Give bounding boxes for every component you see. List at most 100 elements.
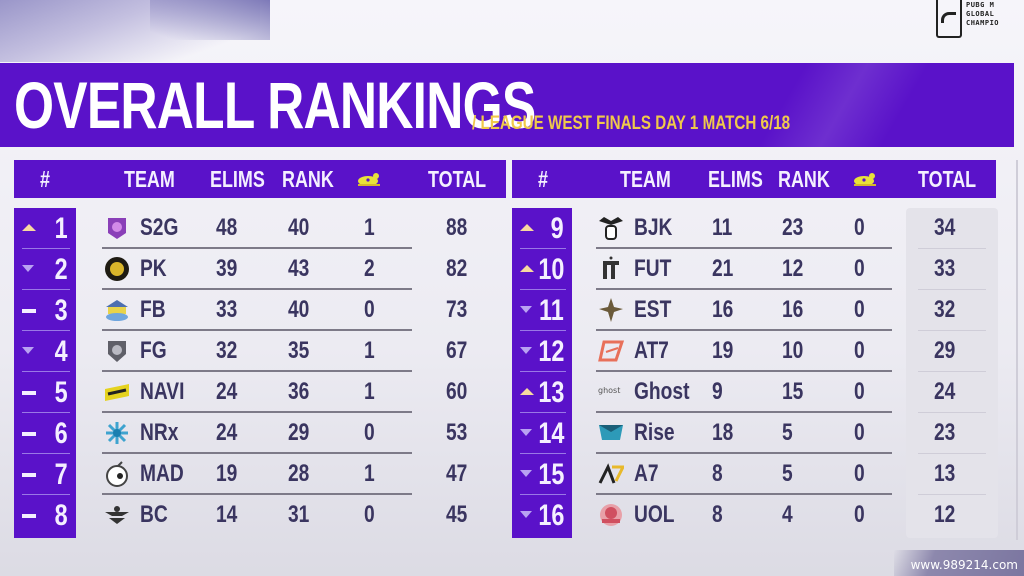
rank-up-icon <box>22 224 36 231</box>
header-team: TEAM <box>620 166 671 192</box>
wins-value: 0 <box>854 501 865 528</box>
header-rank: # <box>40 166 50 192</box>
rank-cell: 7 <box>14 454 76 495</box>
team-name: BC <box>140 501 168 528</box>
team-name: FUT <box>634 255 672 282</box>
rank-cell: 13 <box>512 372 572 413</box>
rank-number: 2 <box>54 252 68 286</box>
rank-number: 1 <box>54 211 68 245</box>
team-logo-navi-icon <box>105 384 129 401</box>
team-name: PK <box>140 255 167 282</box>
rank-same-icon <box>22 309 36 313</box>
elims-value: 24 <box>216 419 238 446</box>
team-logo-fb-icon <box>106 300 128 321</box>
team-logo-fut-icon <box>603 256 619 279</box>
rank-down-icon <box>520 470 532 477</box>
rank-number: 8 <box>54 498 68 532</box>
team-logo-pk-icon <box>105 257 129 281</box>
rank-cell: 10 <box>512 249 572 290</box>
elims-value: 39 <box>216 255 238 282</box>
rank-cell: 4 <box>14 331 76 372</box>
rank-cell: 16 <box>512 495 572 536</box>
wins-value: 0 <box>854 419 865 446</box>
total-value: 60 <box>446 378 468 405</box>
elims-value: 8 <box>712 501 723 528</box>
rank-same-icon <box>22 514 36 518</box>
team-name: AT7 <box>634 337 669 364</box>
rank-number: 6 <box>54 416 68 450</box>
total-value: 53 <box>446 419 468 446</box>
place-value: 40 <box>288 214 310 241</box>
header-elims: ELIMS <box>210 166 265 192</box>
logo-line-1: PUBG M <box>966 1 995 9</box>
total-value: 12 <box>934 501 956 528</box>
rank-number: 16 <box>537 498 564 532</box>
team-name: FG <box>140 337 167 364</box>
standings-table-right: # TEAM ELIMS RANK TOTAL 9 10 11 12 13 14… <box>512 160 1018 540</box>
rank-up-icon <box>520 265 534 272</box>
place-value: 15 <box>782 378 804 405</box>
rank-cell: 11 <box>512 290 572 331</box>
team-name: NRx <box>140 419 179 446</box>
rank-number: 13 <box>537 375 564 409</box>
elims-value: 16 <box>712 296 734 323</box>
pmgc-logo-icon <box>936 0 962 38</box>
team-name: A7 <box>634 460 659 487</box>
team-logo-bc-icon <box>105 506 129 524</box>
wins-value: 1 <box>364 337 375 364</box>
rank-cell: 6 <box>14 413 76 454</box>
wins-value: 1 <box>364 460 375 487</box>
title-banner: OVERALL RANKINGS / LEAGUE WEST FINALS DA… <box>0 63 1014 147</box>
total-value: 29 <box>934 337 956 364</box>
header-total: TOTAL <box>428 166 487 192</box>
team-logo-bjk-icon <box>599 217 623 240</box>
place-value: 35 <box>288 337 310 364</box>
elims-value: 48 <box>216 214 238 241</box>
place-value: 23 <box>782 214 804 241</box>
wins-value: 0 <box>854 214 865 241</box>
elims-value: 21 <box>712 255 734 282</box>
elims-value: 24 <box>216 378 238 405</box>
chicken-dinner-icon <box>854 173 876 186</box>
team-name: Ghost <box>634 378 690 405</box>
table-header: # TEAM ELIMS RANK TOTAL <box>512 160 996 198</box>
place-value: 36 <box>288 378 310 405</box>
place-value: 12 <box>782 255 804 282</box>
header-rank: # <box>538 166 548 192</box>
team-logo-uol-icon <box>600 504 622 526</box>
team-name: BJK <box>634 214 673 241</box>
rank-number: 14 <box>537 416 564 450</box>
page-title: OVERALL RANKINGS <box>14 68 536 142</box>
rank-column: 1 2 3 4 5 6 7 8 <box>14 208 76 538</box>
place-value: 31 <box>288 501 310 528</box>
team-logo-s2g-icon <box>108 218 126 239</box>
team-name: S2G <box>140 214 179 241</box>
elims-value: 9 <box>712 378 723 405</box>
total-column-bg <box>906 208 998 538</box>
rank-up-icon <box>520 388 534 395</box>
rank-same-icon <box>22 432 36 436</box>
rank-cell: 15 <box>512 454 572 495</box>
elims-value: 18 <box>712 419 734 446</box>
rank-down-icon <box>520 429 532 436</box>
rank-number: 5 <box>54 375 68 409</box>
place-value: 5 <box>782 460 793 487</box>
team-logo-ghost-icon: ghost <box>598 386 620 395</box>
svg-text:ghost: ghost <box>598 386 620 395</box>
team-logo-nrx-icon <box>106 422 128 444</box>
total-value: 34 <box>934 214 956 241</box>
team-logo-at7-icon <box>598 340 624 362</box>
place-value: 43 <box>288 255 310 282</box>
rank-up-icon <box>520 224 534 231</box>
elims-value: 14 <box>216 501 238 528</box>
wins-value: 2 <box>364 255 375 282</box>
team-logo-rise-icon <box>599 425 623 440</box>
watermark-text: www.989214.com <box>910 558 1018 572</box>
team-name: Rise <box>634 419 675 446</box>
rank-cell: 3 <box>14 290 76 331</box>
place-value: 28 <box>288 460 310 487</box>
rank-number: 10 <box>537 252 564 286</box>
page-subtitle: / LEAGUE WEST FINALS DAY 1 MATCH 6/18 <box>472 113 791 134</box>
rank-number: 15 <box>537 457 564 491</box>
team-name: UOL <box>634 501 675 528</box>
